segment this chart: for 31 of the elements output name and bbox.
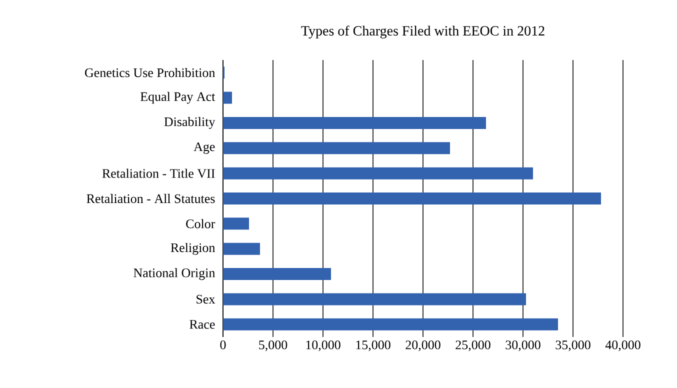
x-tick-label: 0	[220, 340, 226, 350]
y-tick-label: Retaliation - Title VII	[102, 168, 215, 178]
y-tick-label: Sex	[196, 294, 216, 304]
bar	[223, 116, 486, 129]
bar	[223, 268, 332, 280]
y-tick-label: Retaliation - All Statutes	[86, 194, 215, 204]
bar	[223, 167, 534, 180]
x-tick-label: 30,000	[506, 340, 540, 352]
bar	[223, 218, 249, 230]
y-tick-label: National Origin	[134, 268, 216, 280]
x-tick-label: 20,000	[406, 340, 440, 352]
bar	[223, 192, 602, 204]
chart-title: Types of Charges Filed with EEOC in 2012	[301, 26, 544, 38]
y-tick-label: Equal Pay Act	[140, 92, 216, 104]
y-tick-label: Color	[186, 219, 216, 228]
x-tick-label: 15,000	[356, 340, 390, 352]
y-tick-label: Genetics Use Prohibition	[85, 68, 216, 78]
x-tick-label: 40,000	[605, 340, 640, 352]
y-tick-label: Race	[190, 320, 215, 329]
y-tick-label: Disability	[164, 117, 216, 129]
bar	[223, 92, 232, 104]
bar	[223, 318, 558, 330]
bar	[223, 142, 450, 154]
bar	[223, 242, 260, 255]
x-tick-label: 5,000	[259, 340, 288, 352]
y-tick-label: Religion	[170, 242, 216, 255]
bar	[223, 293, 526, 306]
x-tick-label: 35,000	[556, 340, 590, 352]
y-tick-label: Age	[194, 142, 215, 154]
x-tick-label: 25,000	[456, 340, 490, 352]
x-tick-label: 10,000	[306, 340, 340, 352]
